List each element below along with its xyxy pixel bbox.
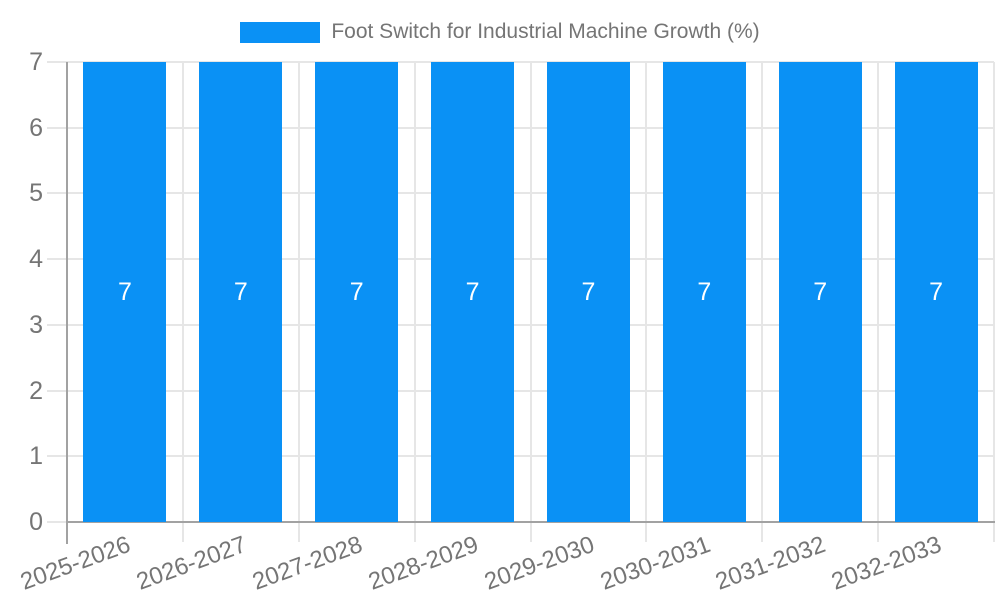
x-gridline bbox=[993, 62, 995, 522]
y-axis-label: 5 bbox=[29, 179, 43, 208]
bar-value-label: 7 bbox=[581, 278, 596, 306]
x-axis-tick bbox=[877, 522, 880, 542]
y-axis-label: 4 bbox=[29, 245, 43, 274]
bar[interactable] bbox=[83, 62, 167, 522]
x-gridline bbox=[529, 62, 532, 522]
x-axis-label: 2025-2026 bbox=[17, 531, 135, 596]
bar-value-label: 7 bbox=[697, 278, 712, 306]
x-axis-tick bbox=[413, 522, 416, 542]
x-axis-label: 2030-2031 bbox=[596, 531, 714, 596]
x-axis-label: 2029-2030 bbox=[480, 531, 598, 596]
x-axis-tick bbox=[297, 522, 300, 542]
bar-value-label: 7 bbox=[813, 278, 828, 306]
bar[interactable] bbox=[894, 62, 978, 522]
x-gridline bbox=[297, 62, 300, 522]
legend-swatch-icon[interactable] bbox=[240, 21, 321, 43]
bar-value-label: 7 bbox=[465, 278, 480, 306]
bar[interactable] bbox=[546, 62, 630, 522]
bar[interactable] bbox=[315, 62, 399, 522]
bar-value-label: 7 bbox=[233, 278, 248, 306]
y-axis-label: 6 bbox=[29, 113, 43, 142]
x-axis-tick bbox=[993, 522, 995, 542]
x-axis-tick bbox=[181, 522, 184, 542]
x-axis-label: 2026-2027 bbox=[132, 531, 251, 596]
x-axis-label: 2031-2032 bbox=[712, 531, 830, 596]
y-axis-tick bbox=[47, 323, 67, 326]
bar-value-label: 7 bbox=[117, 278, 132, 306]
bar-value-label: 7 bbox=[929, 278, 944, 306]
x-gridline bbox=[645, 62, 648, 522]
bar[interactable] bbox=[662, 62, 746, 522]
x-gridline bbox=[181, 62, 184, 522]
legend-label: Foot Switch for Industrial Machine Growt… bbox=[331, 20, 760, 43]
x-gridline bbox=[761, 62, 764, 522]
y-axis-tick bbox=[47, 455, 67, 458]
y-axis-label: 3 bbox=[29, 310, 43, 339]
x-axis-tick bbox=[645, 522, 648, 542]
y-axis-label: 7 bbox=[29, 48, 43, 76]
legend[interactable]: Foot Switch for Industrial Machine Growt… bbox=[0, 20, 1000, 44]
y-axis-line bbox=[66, 62, 68, 544]
x-gridline bbox=[877, 62, 880, 522]
y-axis-tick bbox=[47, 192, 67, 195]
y-axis-tick bbox=[47, 521, 67, 523]
x-axis-tick bbox=[761, 522, 764, 542]
x-axis-line bbox=[66, 521, 995, 523]
x-gridline bbox=[413, 62, 416, 522]
y-axis-label: 1 bbox=[29, 442, 43, 471]
bar[interactable] bbox=[431, 62, 515, 522]
y-axis-label: 0 bbox=[29, 508, 43, 536]
x-axis-label: 2032-2033 bbox=[828, 531, 946, 596]
bar[interactable] bbox=[778, 62, 862, 522]
x-axis-tick bbox=[529, 522, 532, 542]
bar-value-label: 7 bbox=[349, 278, 364, 306]
bar[interactable] bbox=[199, 62, 283, 522]
y-axis-label: 2 bbox=[29, 376, 43, 405]
y-axis-tick bbox=[47, 258, 67, 261]
y-axis-tick bbox=[47, 389, 67, 392]
x-axis-label: 2027-2028 bbox=[248, 531, 366, 596]
y-axis-tick bbox=[47, 61, 67, 63]
x-axis-label: 2028-2029 bbox=[364, 531, 482, 596]
y-axis-tick bbox=[47, 126, 67, 129]
